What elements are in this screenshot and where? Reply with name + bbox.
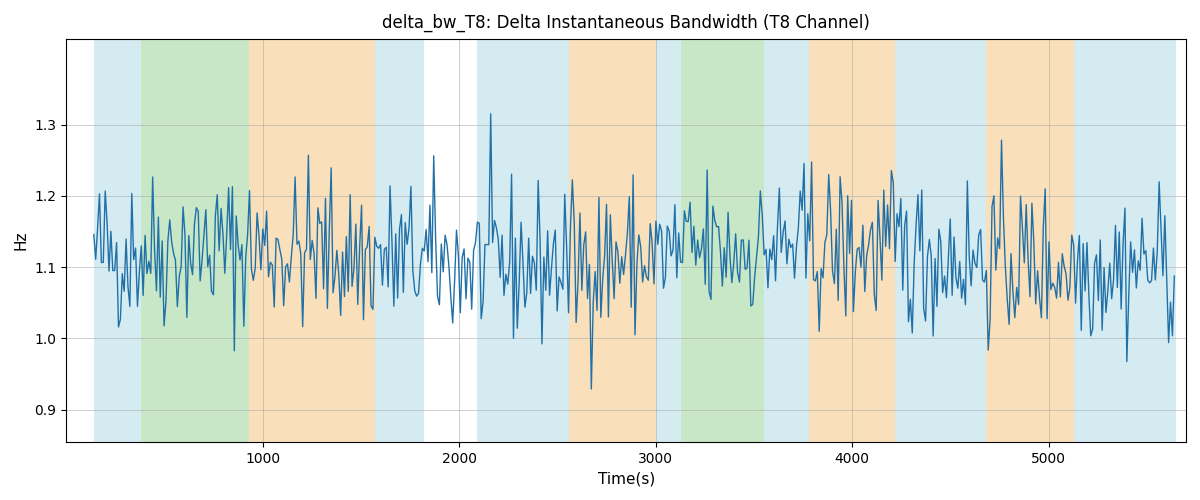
Bar	[895, 39, 985, 442]
Title: delta_bw_T8: Delta Instantaneous Bandwidth (T8 Channel): delta_bw_T8: Delta Instantaneous Bandwid…	[383, 14, 870, 32]
Bar	[655, 39, 682, 442]
Bar	[569, 39, 655, 442]
Bar	[374, 39, 424, 442]
Bar	[476, 39, 569, 442]
Bar	[763, 39, 809, 442]
Bar	[682, 39, 763, 442]
Bar	[985, 39, 1074, 442]
Y-axis label: Hz: Hz	[14, 230, 29, 250]
Bar	[809, 39, 895, 442]
Bar	[1074, 39, 1176, 442]
Bar	[94, 39, 140, 442]
X-axis label: Time(s): Time(s)	[598, 471, 655, 486]
Bar	[248, 39, 374, 442]
Bar	[140, 39, 248, 442]
